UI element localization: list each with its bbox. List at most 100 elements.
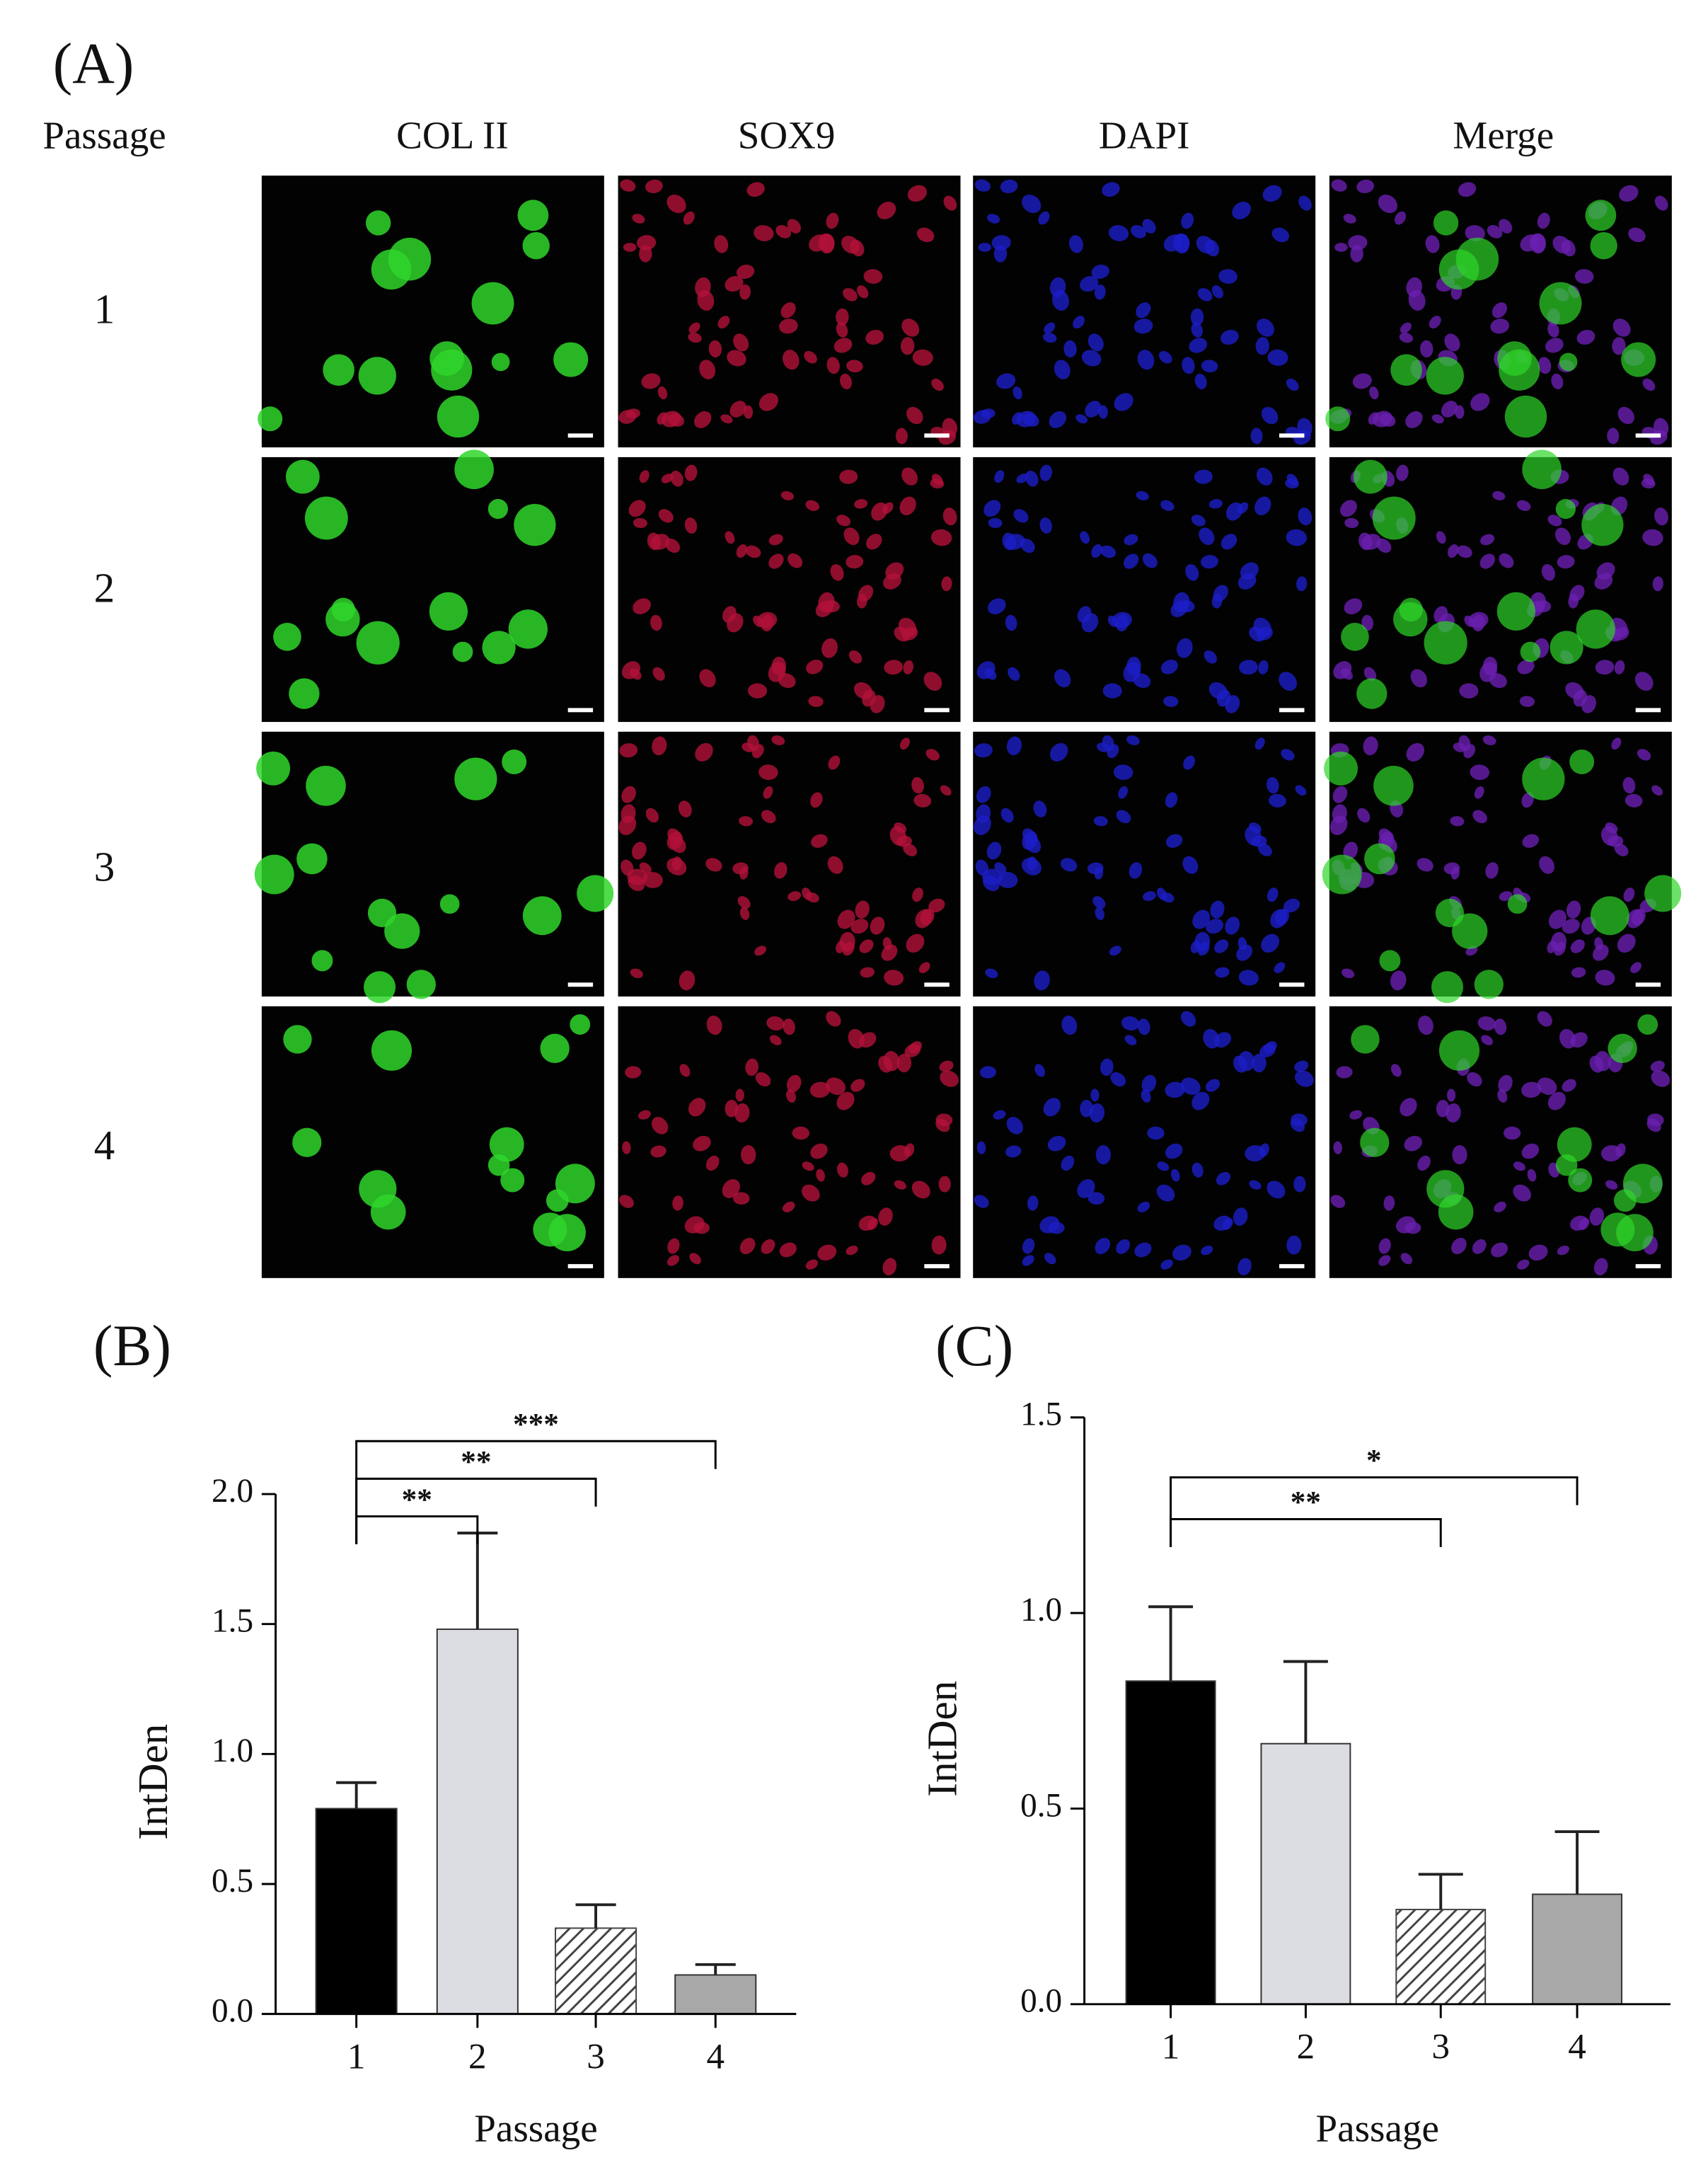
nucleus bbox=[850, 1079, 865, 1092]
nucleus bbox=[808, 696, 824, 707]
nucleus bbox=[1650, 1060, 1665, 1072]
nucleus bbox=[1183, 755, 1196, 770]
cell bbox=[273, 623, 301, 651]
nucleus bbox=[1197, 288, 1213, 301]
cell bbox=[304, 496, 348, 540]
nucleus bbox=[1052, 289, 1069, 311]
nucleus bbox=[850, 919, 869, 934]
nucleus bbox=[1642, 529, 1663, 546]
nucleus bbox=[923, 672, 942, 691]
cell bbox=[454, 757, 497, 800]
nucleus bbox=[735, 1088, 744, 1102]
panel-label: (B) bbox=[93, 1313, 171, 1378]
nucleus bbox=[1465, 225, 1485, 241]
nucleus bbox=[1022, 1238, 1035, 1254]
nucleus bbox=[1142, 553, 1158, 568]
nucleus bbox=[983, 500, 1001, 517]
nucleus bbox=[1141, 1074, 1157, 1093]
nucleus bbox=[1218, 269, 1237, 284]
nucleus bbox=[836, 1162, 848, 1178]
cell bbox=[256, 751, 291, 786]
nucleus bbox=[1573, 689, 1588, 707]
nucleus bbox=[754, 225, 774, 241]
nucleus bbox=[641, 373, 661, 389]
nucleus bbox=[1178, 600, 1195, 613]
cell bbox=[1435, 898, 1465, 928]
micrograph bbox=[1329, 1006, 1672, 1278]
nucleus bbox=[1410, 669, 1428, 688]
scale-bar bbox=[924, 1264, 950, 1269]
nucleus bbox=[1116, 810, 1131, 824]
nucleus bbox=[900, 337, 915, 355]
cell bbox=[356, 621, 400, 665]
nucleus bbox=[1138, 1018, 1150, 1035]
nucleus bbox=[779, 318, 798, 334]
nucleus bbox=[787, 891, 802, 902]
significance-label: ** bbox=[1291, 1486, 1321, 1520]
nucleus bbox=[1503, 1126, 1521, 1140]
cell bbox=[1324, 751, 1358, 786]
nucleus bbox=[903, 660, 914, 674]
nucleus bbox=[912, 888, 923, 902]
nucleus bbox=[1137, 350, 1155, 370]
x-tick-label: 4 bbox=[706, 2036, 725, 2077]
nucleus bbox=[848, 650, 862, 664]
nucleus bbox=[986, 841, 1002, 860]
nucleus bbox=[1368, 412, 1380, 425]
nucleus bbox=[882, 1258, 897, 1276]
nucleus bbox=[1232, 202, 1251, 219]
nucleus bbox=[699, 360, 716, 379]
nucleus bbox=[706, 1016, 722, 1035]
nucleus bbox=[988, 517, 1003, 529]
nucleus bbox=[1038, 211, 1050, 225]
nucleus bbox=[1521, 1081, 1542, 1098]
nucleus bbox=[1043, 1098, 1061, 1117]
nucleus bbox=[1293, 1176, 1306, 1193]
nucleus bbox=[931, 1235, 947, 1255]
cell bbox=[577, 875, 614, 912]
nucleus bbox=[1061, 1155, 1075, 1171]
nucleus bbox=[894, 822, 907, 834]
nucleus bbox=[809, 234, 828, 252]
nucleus bbox=[1418, 1016, 1433, 1035]
nucleus bbox=[1238, 1051, 1255, 1072]
nucleus bbox=[920, 909, 935, 926]
cell bbox=[364, 971, 396, 1004]
cell bbox=[285, 459, 320, 494]
nucleus bbox=[1033, 800, 1047, 817]
cell bbox=[1520, 641, 1541, 662]
nucleus bbox=[1214, 939, 1229, 953]
nucleus bbox=[632, 841, 647, 860]
nucleus bbox=[1194, 373, 1207, 390]
micrograph-background bbox=[973, 1006, 1316, 1278]
nucleus bbox=[1039, 1216, 1060, 1234]
nucleus bbox=[1236, 944, 1253, 961]
nucleus bbox=[1136, 302, 1151, 318]
cell bbox=[431, 349, 473, 391]
nucleus bbox=[1110, 1072, 1126, 1087]
nucleus bbox=[1358, 532, 1373, 551]
nucleus bbox=[652, 736, 667, 756]
scale-bar bbox=[1279, 708, 1305, 713]
row-label: 2 bbox=[94, 564, 115, 611]
nucleus bbox=[1416, 858, 1433, 872]
nucleus bbox=[637, 1110, 651, 1120]
nucleus bbox=[1467, 1072, 1482, 1087]
nucleus bbox=[1095, 1237, 1111, 1255]
nucleus bbox=[931, 378, 944, 391]
nucleus bbox=[1249, 822, 1262, 834]
nucleus bbox=[974, 179, 991, 192]
nucleus bbox=[1216, 1171, 1231, 1185]
nucleus bbox=[1204, 650, 1218, 664]
nucleus bbox=[1569, 585, 1585, 602]
micrograph bbox=[1322, 731, 1682, 1004]
nucleus bbox=[1652, 576, 1663, 592]
nucleus bbox=[1341, 968, 1355, 979]
nucleus bbox=[621, 661, 640, 679]
nucleus bbox=[1378, 1255, 1391, 1266]
nucleus bbox=[836, 940, 846, 953]
nucleus bbox=[708, 340, 722, 358]
cell bbox=[1496, 592, 1535, 631]
nucleus bbox=[1189, 338, 1208, 353]
nucleus bbox=[828, 755, 841, 770]
